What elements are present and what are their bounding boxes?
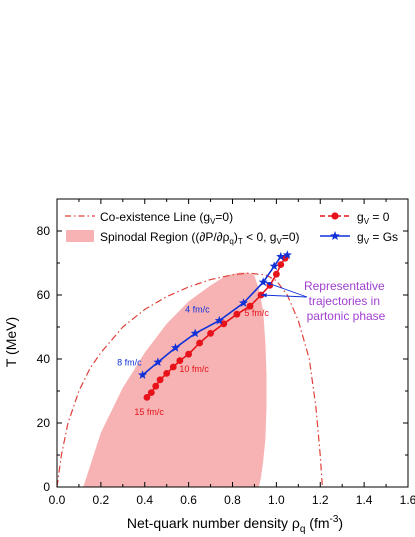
data-point-gv0 (143, 394, 151, 401)
legend-coexistence-rest: =0) (215, 210, 233, 224)
legend-spinodal-sub3: V (276, 237, 282, 246)
legend-gvgs-label: gV = Gs (357, 230, 398, 246)
x-tick-label: 1.0 (268, 493, 285, 507)
spinodal-region-area (83, 272, 267, 487)
y-tick-label: 80 (37, 224, 51, 238)
data-point-gv0 (147, 389, 155, 396)
data-point-gv0 (169, 363, 177, 371)
data-point-gv0 (176, 357, 184, 364)
series-points-gvgs (138, 250, 292, 379)
legend-gvgs-sub: V (364, 237, 370, 246)
x-tick-label: 0.4 (136, 493, 153, 507)
y-tick-label: 20 (37, 416, 51, 430)
x-axis-ticks: 0.0 0.2 0.4 0.6 0.8 1.0 1.2 1.4 1.6 (49, 199, 415, 507)
y-axis-ticks: 0 20 40 60 80 (37, 198, 408, 494)
legend-spinodal-label: Spinodal Region ((∂P/∂ρq)T < 0, gV=0) (100, 230, 300, 246)
time-label: 5 fm/c (244, 308, 269, 318)
coexistence-line (56, 272, 323, 488)
x-tick-label: 1.6 (400, 493, 415, 507)
time-label: 15 fm/c (134, 407, 164, 417)
time-label: 4 fm/c (185, 305, 210, 315)
annotation-line-1: Representative (304, 279, 385, 293)
y-tick-label: 0 (43, 480, 50, 494)
annotation-arrow-line (265, 281, 308, 298)
annotation-text: Representative trajectories in partonic … (304, 279, 388, 323)
legend-spinodal-sub2: T (238, 237, 243, 246)
legend-spinodal-swatch (66, 230, 94, 242)
legend-gv0-marker (331, 212, 339, 220)
legend-gv0-label: gV = 0 (357, 210, 390, 226)
x-tick-label: 1.2 (312, 493, 329, 507)
data-point-gv0 (272, 270, 280, 278)
annotation-arrow-head (261, 293, 267, 298)
annotation-line-3: partonic phase (307, 309, 386, 323)
legend-coexistence-sub: V (210, 217, 216, 226)
legend-gv0-text: g (357, 210, 364, 224)
data-point-gvgs (138, 370, 148, 379)
legend-coexistence-label: Co-existence Line (gV=0) (100, 210, 233, 226)
x-axis-title-unit: (fm (309, 515, 329, 531)
x-tick-label: 0.0 (49, 493, 66, 507)
x-tick-label: 0.8 (224, 493, 241, 507)
data-point-gvgs (190, 328, 200, 338)
time-label: 8 fm/c (117, 357, 142, 367)
data-point-gv0 (185, 350, 193, 358)
data-point-gv0 (196, 339, 203, 347)
legend-spinodal-end: =0) (282, 230, 300, 244)
data-point-gv0 (277, 261, 285, 268)
x-axis-title-unit-sup: -3 (330, 514, 339, 525)
legend-spinodal-sub1: q (229, 237, 233, 246)
annotation-arrow-line (260, 294, 308, 298)
legend-spinodal-rest: < 0, g (243, 230, 277, 244)
legend-gvgs-marker (330, 231, 340, 240)
data-point-gv0 (220, 320, 228, 328)
legend-coexistence-text: Co-existence Line (g (100, 210, 210, 224)
y-tick-label: 40 (37, 352, 51, 366)
y-tick-label: 60 (37, 288, 51, 302)
x-tick-label: 1.4 (356, 493, 373, 507)
x-tick-label: 0.6 (180, 493, 197, 507)
time-label: 10 fm/c (179, 364, 209, 374)
x-axis-title-sub: q (300, 524, 306, 535)
data-point-gvgs (238, 298, 248, 307)
x-axis-title-main: Net-quark number density ρ (127, 515, 300, 531)
data-point-gv0 (163, 370, 171, 377)
data-point-gvgs (153, 357, 163, 367)
annotation-arrows (260, 281, 308, 298)
data-point-gvgs (276, 251, 286, 261)
legend-gv0-sub: V (364, 217, 370, 226)
annotation-line-2: trajectories in (309, 294, 380, 308)
data-point-gvgs (214, 315, 224, 325)
data-point-gvgs (269, 261, 279, 271)
data-point-gvgs (258, 277, 268, 287)
data-point-gv0 (233, 310, 241, 318)
data-point-gvgs (170, 343, 180, 352)
time-labels: 4 fm/c 5 fm/c 8 fm/c 10 fm/c 15 fm/c (117, 305, 269, 417)
data-point-gv0 (152, 382, 160, 390)
legend-spinodal-text: Spinodal Region ((∂P/∂ρ (100, 230, 230, 244)
data-point-gv0 (207, 330, 214, 337)
x-axis-title-unit-close: ) (338, 515, 343, 531)
legend-gvgs-rest: = Gs (369, 230, 398, 244)
x-axis-title: Net-quark number density ρq (fm-3) (127, 514, 343, 535)
annotation-arrow-head (265, 282, 272, 287)
data-point-gv0 (156, 376, 164, 384)
y-axis-title: T (MeV) (3, 317, 19, 367)
data-point-gv0 (246, 302, 254, 310)
legend-spinodal-mid: ) (234, 230, 238, 244)
series-line-gvgs (142, 254, 288, 376)
x-tick-label: 0.2 (93, 493, 110, 507)
data-point-gvgs (282, 250, 292, 259)
legend-gv0-rest: = 0 (369, 210, 390, 224)
legend-gvgs-text: g (357, 230, 364, 244)
